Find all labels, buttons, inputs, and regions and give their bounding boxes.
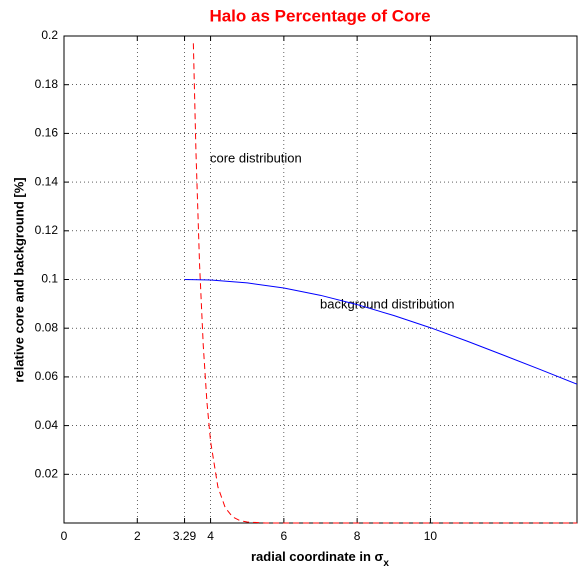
x-axis-label-text: radial coordinate in σ	[251, 549, 384, 564]
x-tick-label: 4	[207, 529, 214, 543]
y-tick-label: 0.16	[35, 126, 59, 140]
y-tick-label: 0.2	[41, 28, 58, 42]
x-tick-label: 6	[281, 529, 288, 543]
annotation: background distribution	[320, 296, 454, 311]
y-axis-label: relative core and background [%]	[11, 177, 26, 382]
x-tick-label: 2	[134, 529, 141, 543]
x-tick-label: 8	[354, 529, 361, 543]
y-tick-label: 0.12	[35, 223, 59, 237]
y-tick-label: 0.06	[35, 369, 59, 383]
y-tick-label: 0.18	[35, 77, 59, 91]
x-axis-label: radial coordinate in σx	[251, 549, 389, 568]
y-tick-label: 0.1	[41, 272, 58, 286]
y-tick-label: 0.04	[35, 418, 59, 432]
x-tick-label: 0	[61, 529, 68, 543]
x-axis-label-subscript: x	[383, 558, 389, 569]
data-line	[184, 279, 578, 385]
x-tick-label: 3.29	[173, 529, 197, 543]
y-tick-label: 0.08	[35, 320, 59, 334]
data-line	[192, 43, 577, 524]
x-tick-label: 10	[424, 529, 438, 543]
y-tick-label: 0.02	[35, 466, 59, 480]
annotation: core distribution	[210, 150, 302, 165]
y-tick-label: 0.14	[35, 174, 59, 188]
chart-title: Halo as Percentage of Core	[209, 6, 430, 25]
